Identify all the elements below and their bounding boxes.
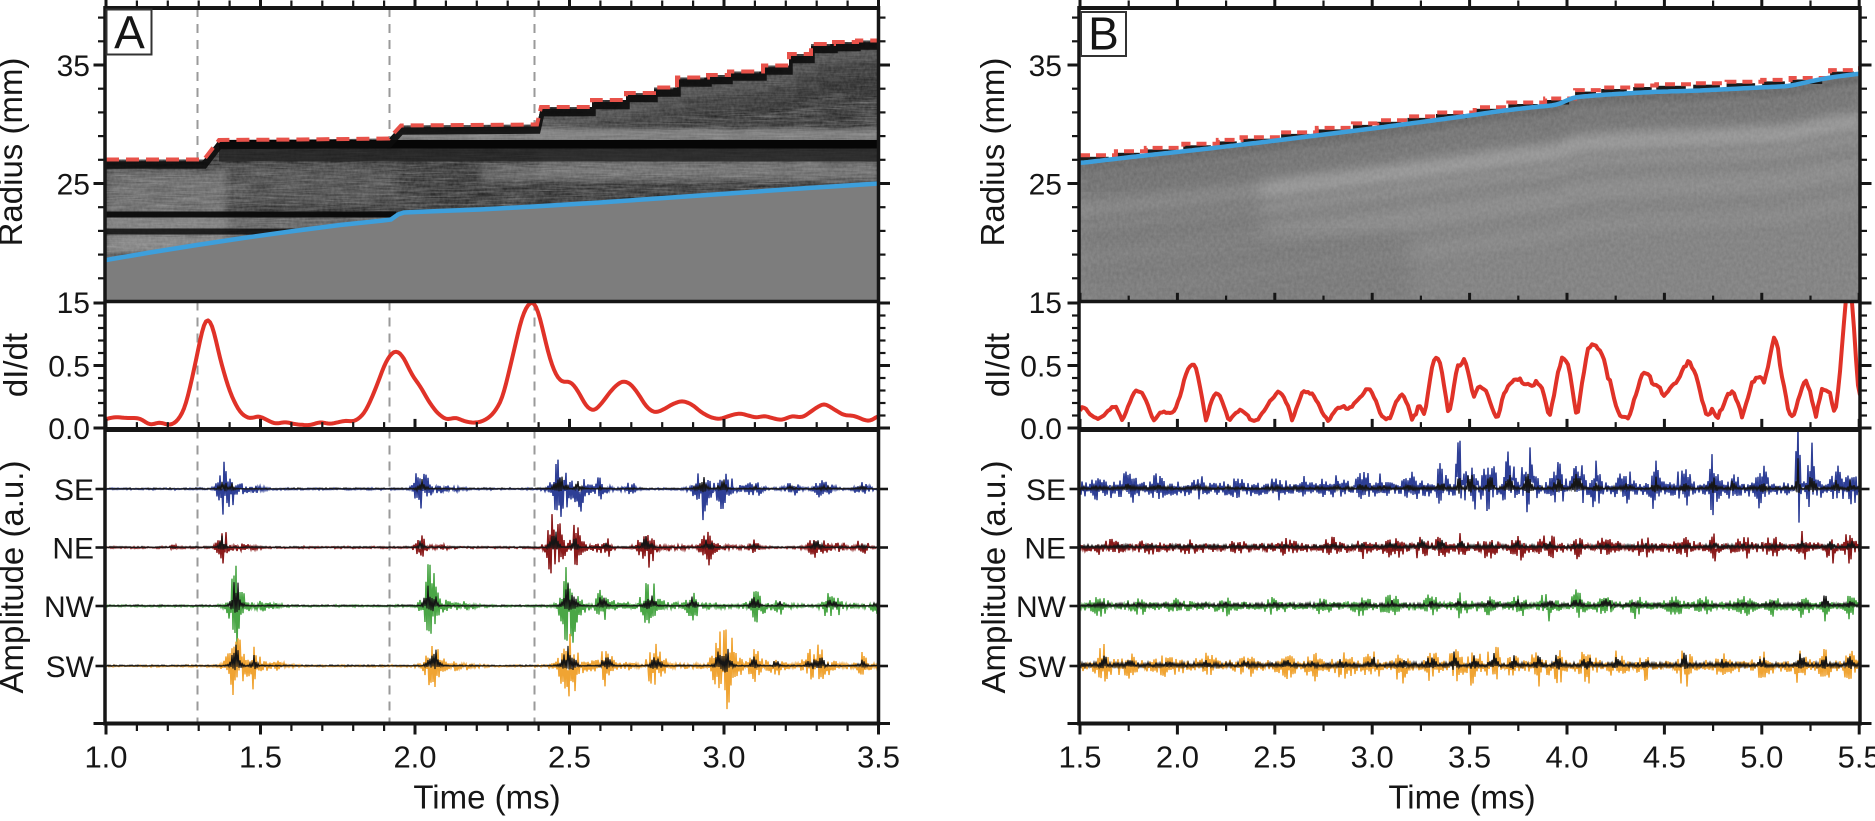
- svg-text:SE: SE: [54, 474, 94, 507]
- svg-text:15: 15: [1029, 287, 1062, 320]
- svg-text:1.0: 1.0: [84, 740, 127, 775]
- svg-text:Amplitude (a.u.): Amplitude (a.u.): [975, 461, 1012, 694]
- svg-text:4.0: 4.0: [1545, 740, 1588, 775]
- svg-text:25: 25: [1029, 169, 1062, 202]
- svg-text:Time (ms): Time (ms): [413, 779, 560, 816]
- svg-text:Radius (mm): Radius (mm): [974, 58, 1011, 247]
- svg-text:SW: SW: [46, 651, 95, 684]
- svg-text:35: 35: [57, 50, 90, 83]
- svg-text:2.5: 2.5: [548, 740, 591, 775]
- svg-text:0.5: 0.5: [1020, 351, 1062, 384]
- svg-text:0.5: 0.5: [48, 351, 90, 384]
- svg-text:NW: NW: [1016, 591, 1067, 624]
- svg-text:0.0: 0.0: [48, 413, 90, 446]
- svg-text:Time (ms): Time (ms): [1388, 779, 1535, 816]
- svg-text:NE: NE: [52, 533, 94, 566]
- svg-text:3.5: 3.5: [1448, 740, 1491, 775]
- svg-text:Radius (mm): Radius (mm): [0, 58, 29, 247]
- svg-text:1.5: 1.5: [239, 740, 282, 775]
- svg-text:dI/dt: dI/dt: [979, 333, 1016, 397]
- svg-text:3.5: 3.5: [857, 740, 900, 775]
- svg-text:25: 25: [57, 169, 90, 202]
- svg-text:NE: NE: [1024, 533, 1066, 566]
- svg-text:SE: SE: [1026, 474, 1066, 507]
- svg-text:0.0: 0.0: [1020, 413, 1062, 446]
- svg-text:Amplitude (a.u.): Amplitude (a.u.): [0, 461, 30, 694]
- svg-text:3.0: 3.0: [1351, 740, 1394, 775]
- svg-text:3.0: 3.0: [702, 740, 745, 775]
- svg-text:NW: NW: [44, 591, 95, 624]
- svg-text:5.5: 5.5: [1838, 740, 1875, 775]
- svg-text:15: 15: [57, 287, 90, 320]
- svg-text:dI/dt: dI/dt: [0, 333, 34, 397]
- svg-text:5.0: 5.0: [1740, 740, 1783, 775]
- svg-text:35: 35: [1029, 50, 1062, 83]
- svg-text:A: A: [114, 7, 145, 59]
- svg-text:2.0: 2.0: [393, 740, 436, 775]
- svg-text:2.5: 2.5: [1253, 740, 1296, 775]
- svg-text:SW: SW: [1018, 651, 1067, 684]
- svg-text:1.5: 1.5: [1058, 740, 1101, 775]
- svg-text:4.5: 4.5: [1643, 740, 1686, 775]
- svg-text:B: B: [1088, 8, 1119, 60]
- svg-text:2.0: 2.0: [1156, 740, 1199, 775]
